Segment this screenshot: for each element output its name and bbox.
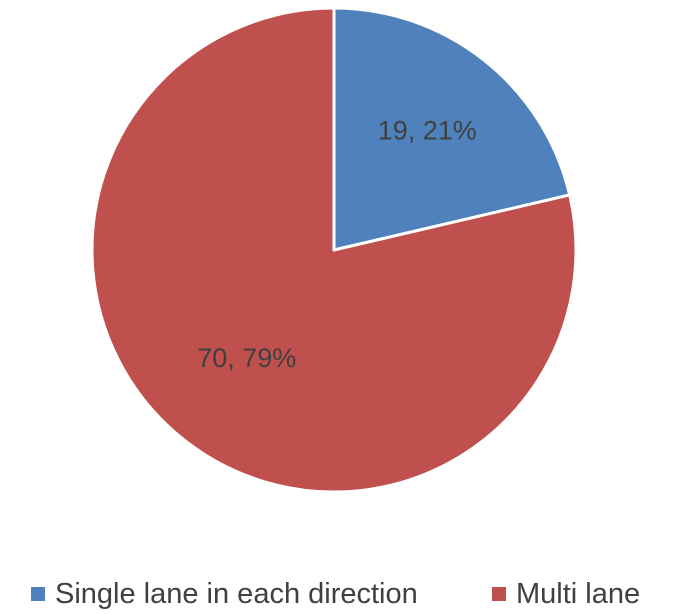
legend-label-multi-lane: Multi lane	[516, 577, 641, 610]
pie-slice-single-lane	[332, 6, 572, 252]
legend-item-multi-lane: Multi lane	[492, 574, 640, 614]
pie-plot-area: 19, 21% 70, 79%	[90, 6, 578, 494]
data-label-single-lane: 19, 21%	[378, 116, 477, 146]
data-label-multi-lane: 70, 79%	[197, 343, 296, 373]
pie-slices	[90, 6, 578, 494]
legend-label-single-lane: Single lane in each direction	[55, 577, 418, 610]
legend-swatch-single-lane	[31, 587, 45, 601]
legend: Single lane in each direction Multi lane	[0, 574, 689, 614]
legend-swatch-multi-lane	[492, 587, 506, 601]
pie-data-labels: 19, 21% 70, 79%	[197, 116, 477, 373]
legend-item-single-lane: Single lane in each direction	[31, 574, 418, 614]
pie-slice-multi-lane	[90, 6, 578, 494]
